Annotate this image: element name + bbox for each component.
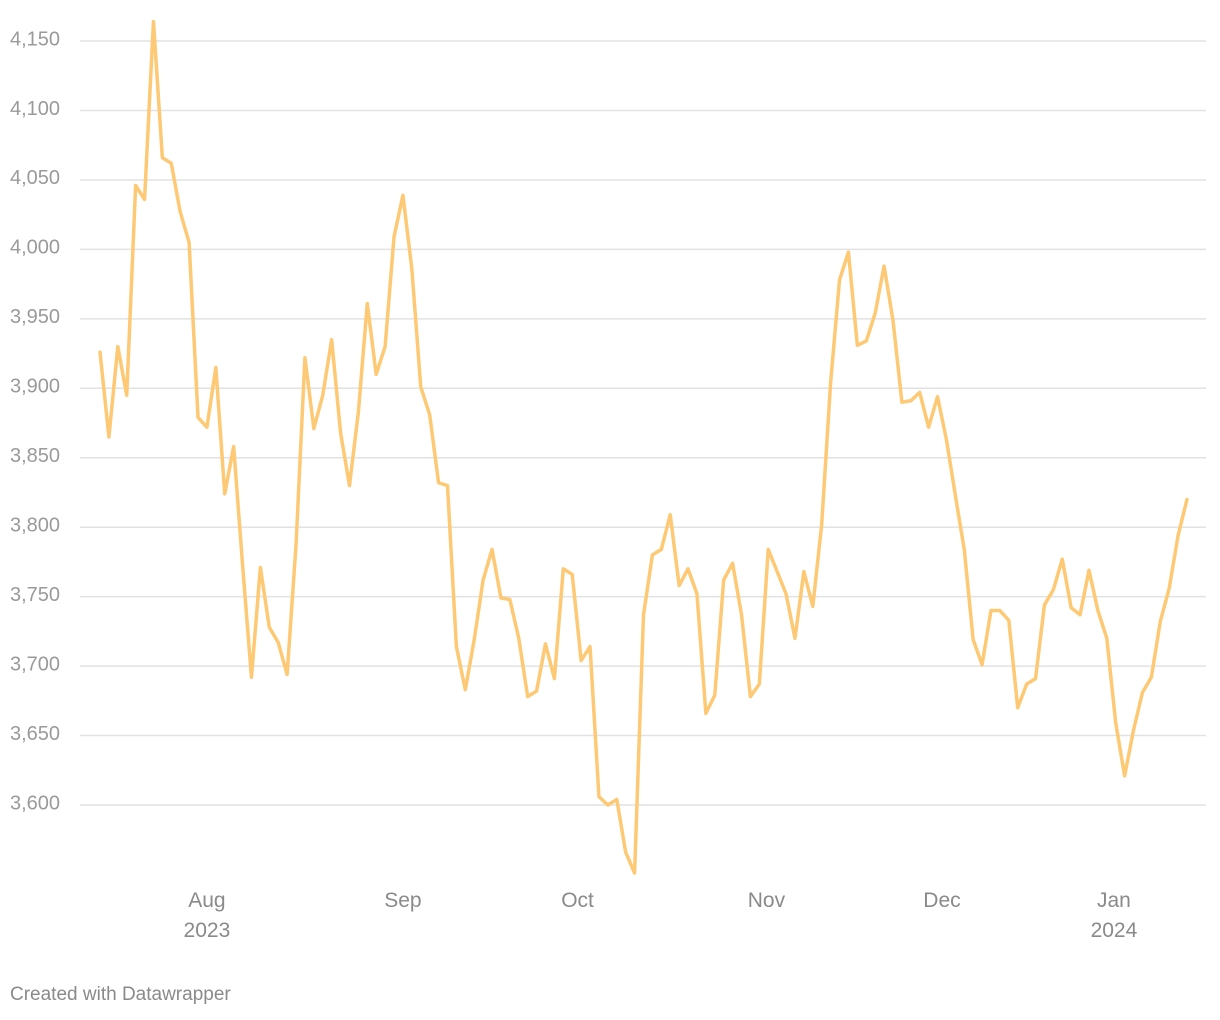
- x-tick-label: Oct: [561, 889, 594, 912]
- y-tick-label: 4,050: [10, 167, 60, 189]
- y-tick-label: 3,600: [10, 792, 60, 814]
- y-tick-label: 4,000: [10, 237, 60, 259]
- y-tick-label: 4,100: [10, 98, 60, 120]
- line: [98, 19, 1189, 875]
- x-tick-label: Nov: [747, 889, 786, 912]
- y-tick-label: 3,850: [10, 445, 60, 467]
- y-tick-label: 3,650: [10, 723, 60, 745]
- x-tick-label: Aug 2023: [183, 889, 231, 942]
- credit: Created with Datawrapper: [10, 984, 231, 1005]
- y-tick-label: 3,750: [10, 584, 60, 606]
- x-tick-label: Jan 2024: [1090, 889, 1138, 942]
- y-tick-label: 3,900: [10, 376, 60, 398]
- chart: 3,600 3,650 3,700 3,750 3,800 3,850 3,900 3,950…: [10, 19, 1206, 875]
- y-tick-label: 3,950: [10, 306, 60, 328]
- x-tick-label: Sep: [384, 889, 422, 912]
- y-tick-label: 3,800: [10, 514, 60, 536]
- y-tick-label: 3,700: [10, 653, 60, 675]
- y-tick-label: 4,150: [10, 28, 60, 50]
- x-tick-label: Dec: [923, 889, 961, 912]
